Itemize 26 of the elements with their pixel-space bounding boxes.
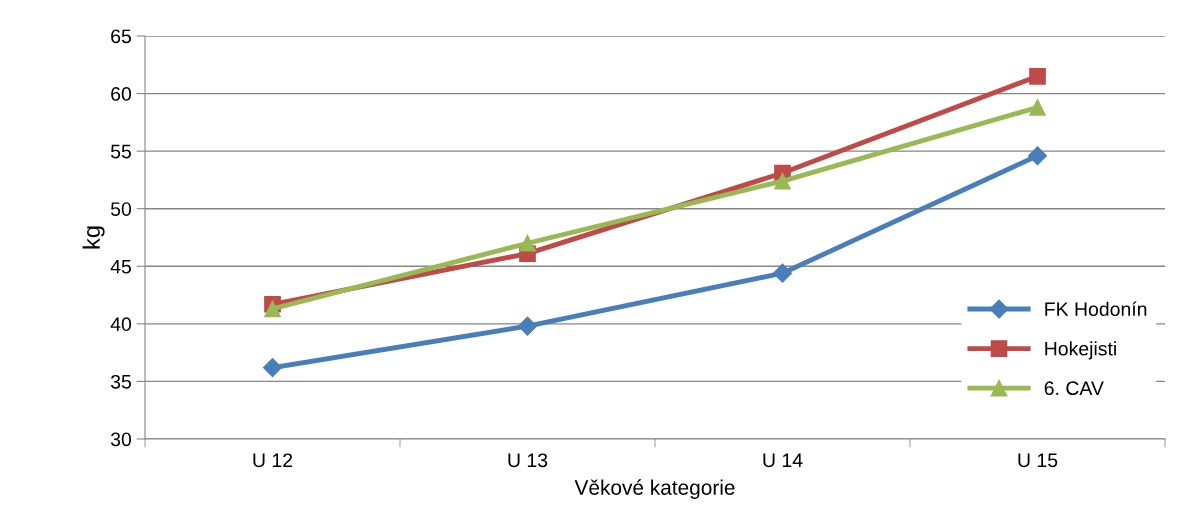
y-tick-label: 40	[110, 317, 132, 332]
y-tick-label: 55	[110, 144, 131, 159]
y-tick-label: 60	[111, 87, 132, 101]
legend-label: Hokejisti	[1045, 341, 1116, 360]
y-tick-label: 50	[110, 202, 132, 216]
legend-label: FK Hodonín	[1045, 301, 1147, 317]
legend-label: 6. CAV	[1044, 381, 1104, 396]
y-tick-label: 30	[110, 432, 132, 447]
y-axis-title: kg	[82, 226, 105, 249]
point	[264, 300, 281, 318]
point	[774, 172, 791, 190]
point	[1027, 146, 1048, 166]
y-tick-label: 65	[111, 29, 131, 44]
x-tick-label: U 15	[1018, 453, 1058, 468]
x-tick-label: U 14	[763, 453, 803, 468]
point	[517, 316, 538, 336]
x-tick-label: U 12	[253, 453, 293, 468]
point	[262, 358, 283, 378]
point	[519, 234, 536, 252]
y-tick-label: 45	[110, 259, 131, 274]
x-tick-label: U 13	[508, 453, 548, 468]
point	[1029, 99, 1046, 116]
point	[1029, 67, 1046, 85]
x-axis-title: Věkové kategorie	[574, 479, 735, 500]
y-tick-label: 35	[110, 374, 131, 389]
point	[772, 263, 793, 283]
